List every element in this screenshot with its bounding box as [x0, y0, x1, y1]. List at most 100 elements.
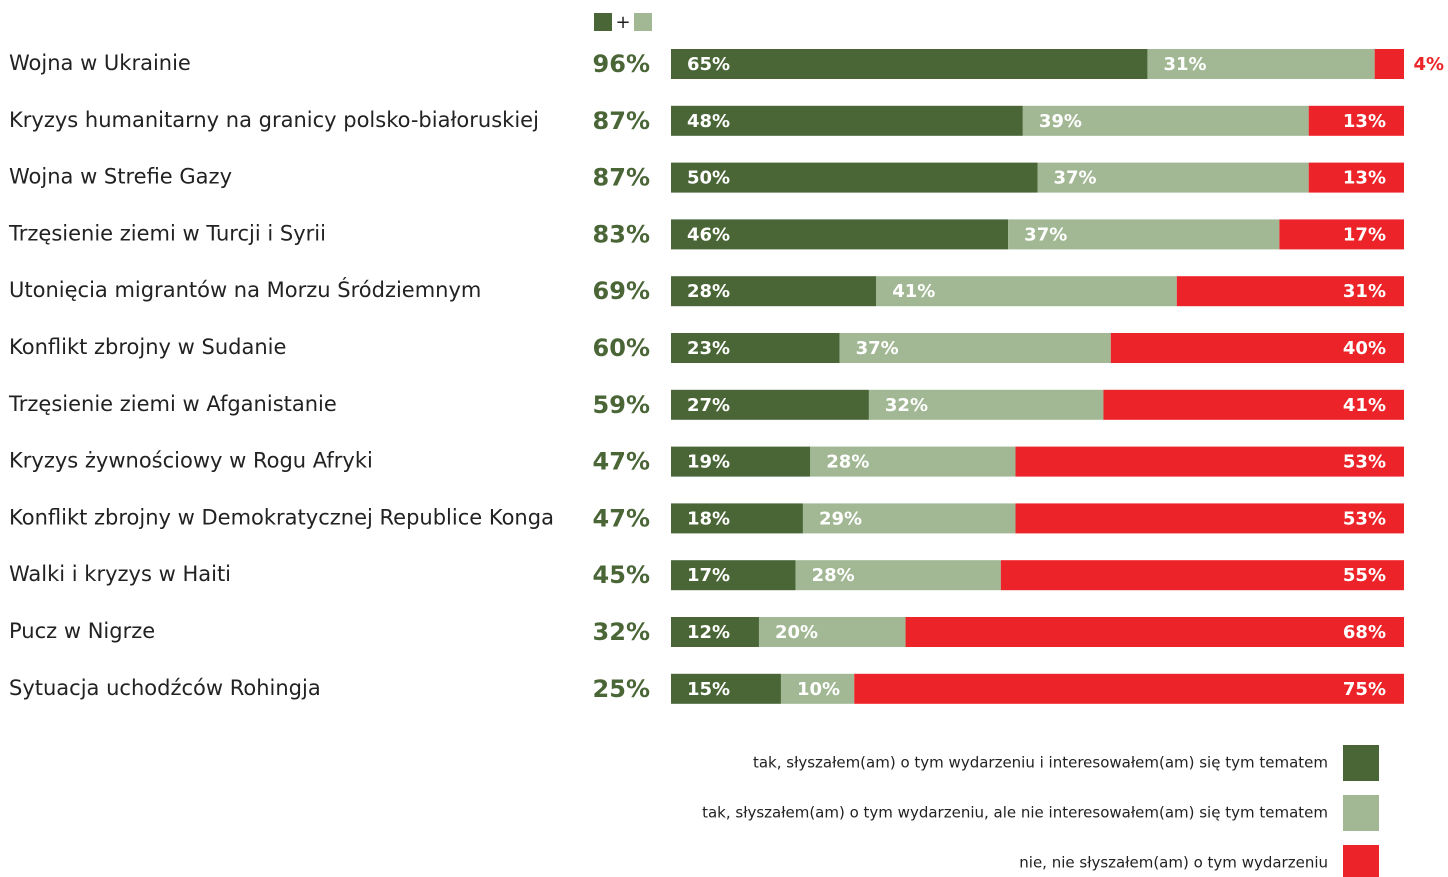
bar-value-label: 53%: [1343, 452, 1386, 473]
bar-segment: [795, 560, 1001, 591]
bar-value-label: 50%: [687, 168, 730, 189]
bar-segment: [1000, 560, 1404, 591]
bar-value-label: 15%: [687, 679, 730, 700]
totals-key-dark: [594, 13, 612, 31]
category-label: Walki i kryzys w Haiti: [9, 562, 231, 586]
category-label: Konflikt zbrojny w Demokratycznej Republ…: [9, 505, 554, 529]
category-label: Kryzys humanitarny na granicy polsko-bia…: [9, 108, 539, 132]
legend-swatch: [1343, 795, 1379, 831]
bar-segment: [854, 673, 1404, 704]
bar-value-label: 55%: [1343, 565, 1386, 586]
bar-value-label: 41%: [1343, 395, 1386, 416]
category-label: Wojna w Strefie Gazy: [9, 165, 232, 189]
total-label: 69%: [593, 277, 650, 305]
bar-value-label: 48%: [687, 111, 730, 132]
bar-value-label: 40%: [1343, 338, 1386, 359]
totals-key-light: [634, 13, 652, 31]
bar-value-label: 27%: [687, 395, 730, 416]
bar-value-label: 53%: [1343, 508, 1386, 529]
bar-value-label: 46%: [687, 224, 730, 245]
bar-segment: [671, 560, 796, 591]
bar-value-label: 20%: [775, 622, 818, 643]
bar-segment: [1015, 446, 1404, 477]
bar-segment: [1374, 49, 1404, 79]
category-label: Utonięcia migrantów na Morzu Śródziemnym: [9, 277, 481, 302]
bar-segment: [780, 673, 855, 704]
bar-value-label: 13%: [1343, 111, 1386, 132]
bar-value-label: 13%: [1343, 168, 1386, 189]
category-label: Wojna w Ukrainie: [9, 51, 191, 75]
bar-value-label: 18%: [687, 508, 730, 529]
bar-value-label: 37%: [856, 338, 899, 359]
bar-value-label: 31%: [1163, 54, 1206, 75]
total-label: 60%: [593, 334, 650, 362]
total-label: 32%: [593, 618, 650, 646]
bar-segment: [671, 617, 759, 647]
total-label: 25%: [593, 675, 650, 703]
bar-segment: [671, 389, 869, 420]
total-label: 47%: [593, 504, 650, 532]
bar-segment: [1110, 333, 1404, 363]
bar-segment: [1308, 162, 1404, 193]
bar-segment: [1176, 276, 1404, 307]
category-label: Pucz w Nigrze: [9, 619, 155, 643]
bar-value-label: 28%: [826, 452, 869, 473]
legend-label: tak, słyszałem(am) o tym wydarzeniu i in…: [753, 754, 1328, 772]
bar-segment: [758, 617, 906, 647]
legend-label: nie, nie słyszałem(am) o tym wydarzeniu: [1019, 854, 1328, 872]
bar-value-label: 28%: [687, 281, 730, 302]
bar-value-label: 31%: [1343, 281, 1386, 302]
bar-segment: [671, 105, 1023, 136]
total-label: 96%: [593, 50, 650, 78]
category-label: Sytuacja uchodźców Rohingja: [9, 676, 321, 700]
bar-value-label: 4%: [1413, 54, 1444, 75]
category-label: Konflikt zbrojny w Sudanie: [9, 335, 286, 359]
category-label: Kryzys żywnościowy w Rogu Afryki: [9, 449, 373, 473]
bar-segment: [1008, 219, 1280, 250]
bar-segment: [671, 333, 840, 363]
bar-value-label: 17%: [687, 565, 730, 586]
total-label: 87%: [593, 164, 650, 192]
bar-value-label: 32%: [885, 395, 928, 416]
bar-segment: [1015, 503, 1404, 534]
bar-segment: [671, 503, 803, 534]
legend-swatch: [1343, 745, 1379, 781]
bar-value-label: 17%: [1343, 224, 1386, 245]
bar-segment: [671, 49, 1148, 79]
bar-segment: [671, 446, 811, 477]
bar-segment: [810, 446, 1016, 477]
bar-segment: [905, 617, 1404, 647]
category-label: Trzęsienie ziemi w Turcji i Syrii: [8, 221, 326, 245]
bar-segment: [671, 162, 1038, 193]
bar-segment: [868, 389, 1104, 420]
total-label: 45%: [593, 561, 650, 589]
category-label: Trzęsienie ziemi w Afganistanie: [8, 392, 337, 416]
bar-segment: [1037, 162, 1309, 193]
bar-value-label: 12%: [687, 622, 730, 643]
bar-segment: [802, 503, 1016, 534]
bar-value-label: 19%: [687, 452, 730, 473]
total-label: 87%: [593, 107, 650, 135]
legend-label: tak, słyszałem(am) o tym wydarzeniu, ale…: [702, 804, 1328, 822]
total-label: 83%: [593, 220, 650, 248]
totals-header: +: [615, 12, 630, 33]
bar-value-label: 65%: [687, 54, 730, 75]
bar-segment: [1279, 219, 1404, 250]
bar-value-label: 41%: [892, 281, 935, 302]
legend-swatch: [1343, 845, 1379, 877]
bar-value-label: 28%: [812, 565, 855, 586]
bar-segment: [671, 276, 877, 307]
bar-value-label: 29%: [819, 508, 862, 529]
bar-value-label: 10%: [797, 679, 840, 700]
bar-segment: [1103, 389, 1404, 420]
bar-value-label: 37%: [1054, 168, 1097, 189]
bar-segment: [671, 673, 781, 704]
bar-segment: [1308, 105, 1404, 136]
bar-value-label: 68%: [1343, 622, 1386, 643]
bar-segment: [1147, 49, 1375, 79]
total-label: 59%: [593, 391, 650, 419]
bar-segment: [876, 276, 1177, 307]
total-label: 47%: [593, 448, 650, 476]
bar-value-label: 37%: [1024, 224, 1067, 245]
